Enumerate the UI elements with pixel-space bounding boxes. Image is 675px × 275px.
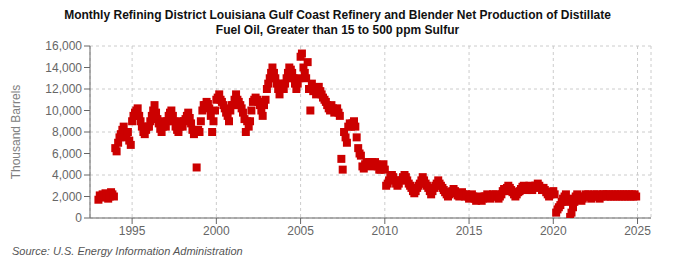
svg-text:2025: 2025 [624, 224, 651, 238]
svg-text:2015: 2015 [456, 224, 483, 238]
svg-text:6,000: 6,000 [52, 147, 82, 161]
svg-text:16,000: 16,000 [45, 39, 82, 53]
svg-text:0: 0 [75, 211, 82, 225]
svg-text:4,000: 4,000 [52, 168, 82, 182]
html-text:Monthly Refining District Loui: Monthly Refining District Louisiana Gulf… [64, 8, 611, 22]
svg-text:2,000: 2,000 [52, 190, 82, 204]
svg-text:12,000: 12,000 [45, 82, 82, 96]
svg-text:2020: 2020 [540, 224, 567, 238]
svg-text:Thousand Barrels: Thousand Barrels [9, 85, 23, 180]
svg-text:14,000: 14,000 [45, 61, 82, 75]
svg-text:2005: 2005 [287, 224, 314, 238]
svg-text:2000: 2000 [203, 224, 230, 238]
html-text:Fuel Oil, Greater than 15 to 5: Fuel Oil, Greater than 15 to 500 ppm Sul… [215, 23, 460, 37]
html-text:Source: U.S. Energy Informatio: Source: U.S. Energy Information Administ… [12, 245, 243, 257]
svg-text:2010: 2010 [371, 224, 398, 238]
svg-text:8,000: 8,000 [52, 125, 82, 139]
svg-text:1995: 1995 [119, 224, 146, 238]
svg-text:10,000: 10,000 [45, 104, 82, 118]
